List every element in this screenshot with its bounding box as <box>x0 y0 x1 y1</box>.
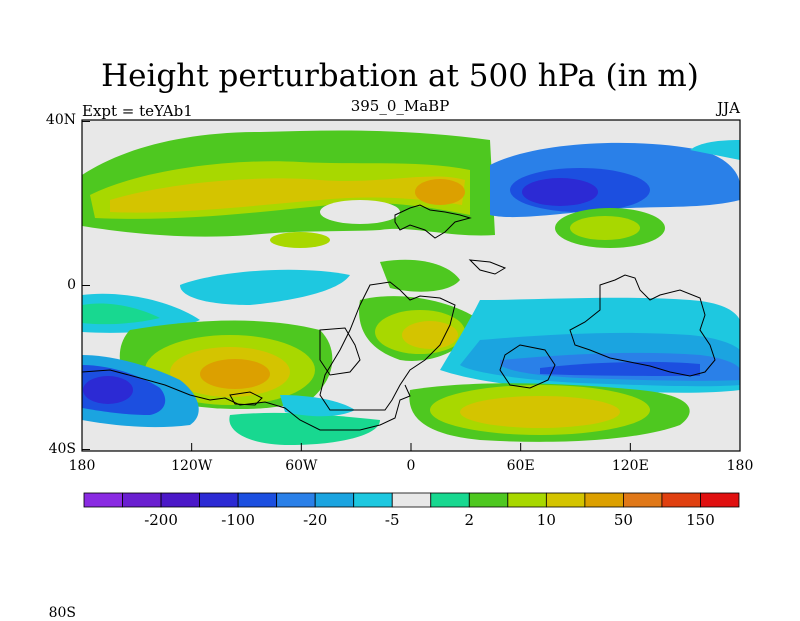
colorbar-swatch <box>430 492 470 508</box>
season-label: JJA <box>717 99 740 117</box>
colorbar-swatch <box>353 492 393 508</box>
coastline-outline <box>82 204 716 431</box>
coastline <box>319 327 361 376</box>
contour-region <box>270 232 330 248</box>
contour-region <box>110 176 465 213</box>
colorbar-swatch <box>584 492 624 508</box>
contour-region <box>83 376 133 404</box>
contour-region <box>320 200 400 224</box>
contour-region <box>229 412 380 445</box>
x-tick-label: 0 <box>406 458 416 474</box>
contour-region <box>460 396 620 428</box>
colorbar-swatch <box>314 492 355 508</box>
coastline <box>569 274 716 377</box>
x-tick-label: 120E <box>611 458 649 474</box>
y-axis-ticks <box>82 120 90 451</box>
contour-region <box>380 259 460 292</box>
contour-region <box>540 361 700 376</box>
contour-region <box>200 359 270 389</box>
y-tick-label: 40S <box>48 440 76 457</box>
colorbar-swatch <box>468 492 509 508</box>
x-tick-label: 180 <box>726 458 754 474</box>
x-axis-ticks <box>81 443 741 451</box>
contour-region <box>82 303 160 325</box>
colorbar-swatch <box>122 492 162 508</box>
map-canvas <box>81 119 741 508</box>
x-tick-label: 120W <box>171 458 213 474</box>
colorbar-swatch <box>83 492 123 508</box>
colorbar-swatch <box>661 492 701 508</box>
colorbar <box>83 492 740 508</box>
y-tick-label: 80S <box>48 604 76 621</box>
colorbar-label: -100 <box>221 511 255 529</box>
x-tick-label: 60E <box>506 458 535 474</box>
colorbar-label: 10 <box>536 511 556 529</box>
coastline <box>319 281 456 411</box>
colorbar-swatch <box>507 492 547 508</box>
colorbar-label: -20 <box>303 511 328 529</box>
contour-region <box>570 216 640 240</box>
colorbar-label: 2 <box>464 511 475 529</box>
contour-field <box>82 120 740 451</box>
coastline <box>468 259 507 275</box>
colorbar-label: -5 <box>384 511 400 529</box>
colorbar-swatch <box>276 492 316 508</box>
period-label: 395_0_MaBP <box>350 97 450 115</box>
colorbar-label: 150 <box>686 511 715 529</box>
contour-region <box>522 178 598 206</box>
colorbar-swatch <box>199 492 239 508</box>
y-tick-label: 40N <box>45 112 76 129</box>
coastline <box>394 204 472 239</box>
colorbar-swatch <box>545 492 586 508</box>
experiment-label: Expt = teYAb1 <box>82 102 193 120</box>
colorbar-swatch <box>237 492 278 508</box>
colorbar-swatch <box>160 492 200 508</box>
colorbar-label: 50 <box>613 511 633 529</box>
contour-region <box>280 395 355 417</box>
colorbar-swatch <box>700 492 740 508</box>
y-tick-label: 0 <box>67 276 76 293</box>
colorbar-swatch <box>391 492 432 508</box>
coastline <box>82 369 411 431</box>
map-title: Height perturbation at 500 hPa (in m) <box>101 58 699 94</box>
colorbar-swatch <box>623 492 663 508</box>
x-tick-label: 60W <box>285 458 318 474</box>
contour-region <box>690 140 740 160</box>
contour-region <box>180 269 350 305</box>
contour-region <box>402 321 458 349</box>
contour-region <box>415 179 465 205</box>
colorbar-label: -200 <box>144 511 178 529</box>
coastline <box>229 391 263 406</box>
coastline <box>499 344 556 389</box>
x-tick-label: 180 <box>68 458 96 474</box>
